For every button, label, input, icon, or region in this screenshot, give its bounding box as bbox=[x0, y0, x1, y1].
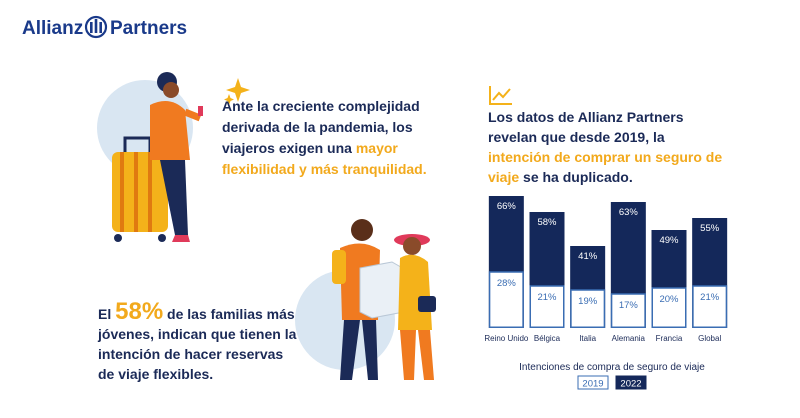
x-tick-label: Reino Unido bbox=[484, 334, 529, 343]
highlight: intención de comprar un seguro de viaje bbox=[488, 149, 723, 185]
bar bbox=[610, 293, 646, 328]
bar bbox=[692, 285, 728, 328]
highlight: mayor flexibilidad y más tranquilidad. bbox=[222, 140, 427, 177]
value-label: 28% bbox=[497, 278, 517, 289]
value-label: 58% bbox=[537, 217, 557, 228]
intro-text: Ante la creciente complejidad derivada d… bbox=[222, 96, 450, 180]
bar bbox=[529, 285, 565, 328]
value-label: 19% bbox=[578, 296, 598, 307]
families-text: El 58% de las familias más jóvenes, indi… bbox=[98, 300, 298, 384]
legend-swatch bbox=[577, 375, 609, 390]
value-label: 17% bbox=[619, 300, 639, 311]
sparkle-icon bbox=[224, 78, 250, 105]
text: se ha duplicado. bbox=[519, 169, 633, 185]
value-label: 41% bbox=[578, 251, 598, 262]
value-label: 21% bbox=[537, 292, 557, 303]
value-label: 49% bbox=[659, 235, 679, 246]
legend-swatch bbox=[615, 375, 647, 390]
logo-icon bbox=[84, 15, 108, 39]
x-tick-label: Global bbox=[698, 334, 721, 343]
highlight: 58% bbox=[115, 298, 164, 325]
logo-right: Partners bbox=[110, 18, 187, 39]
chart-icon bbox=[489, 86, 512, 105]
illustration-traveller bbox=[97, 72, 203, 242]
x-tick-label: Francia bbox=[656, 334, 683, 343]
data-text: Los datos de Allianz Partners revelan qu… bbox=[488, 107, 728, 187]
text: Los datos de Allianz Partners revelan qu… bbox=[488, 109, 684, 145]
value-label: 20% bbox=[659, 294, 679, 305]
x-axis-label: Intenciones de compra de seguro de viaje bbox=[519, 362, 705, 373]
legend-label: 2022 bbox=[620, 379, 641, 390]
text: Ante la creciente complejidad derivada d… bbox=[222, 98, 420, 156]
value-label: 55% bbox=[700, 223, 720, 234]
x-tick-label: Bélgica bbox=[534, 334, 561, 343]
x-tick-label: Alemania bbox=[612, 334, 646, 343]
x-tick-label: Italia bbox=[579, 334, 596, 343]
value-label: 66% bbox=[497, 201, 517, 212]
text: de las familias más jóvenes, indican que… bbox=[98, 306, 297, 382]
bar bbox=[488, 271, 524, 328]
legend-label: 2019 bbox=[582, 379, 603, 390]
bar bbox=[651, 287, 687, 328]
value-label: 21% bbox=[700, 292, 720, 303]
bar bbox=[570, 289, 606, 328]
text: El bbox=[98, 306, 116, 322]
value-label: 63% bbox=[619, 207, 639, 218]
illustration-couple bbox=[295, 219, 436, 380]
logo-left: Allianz bbox=[22, 18, 83, 39]
